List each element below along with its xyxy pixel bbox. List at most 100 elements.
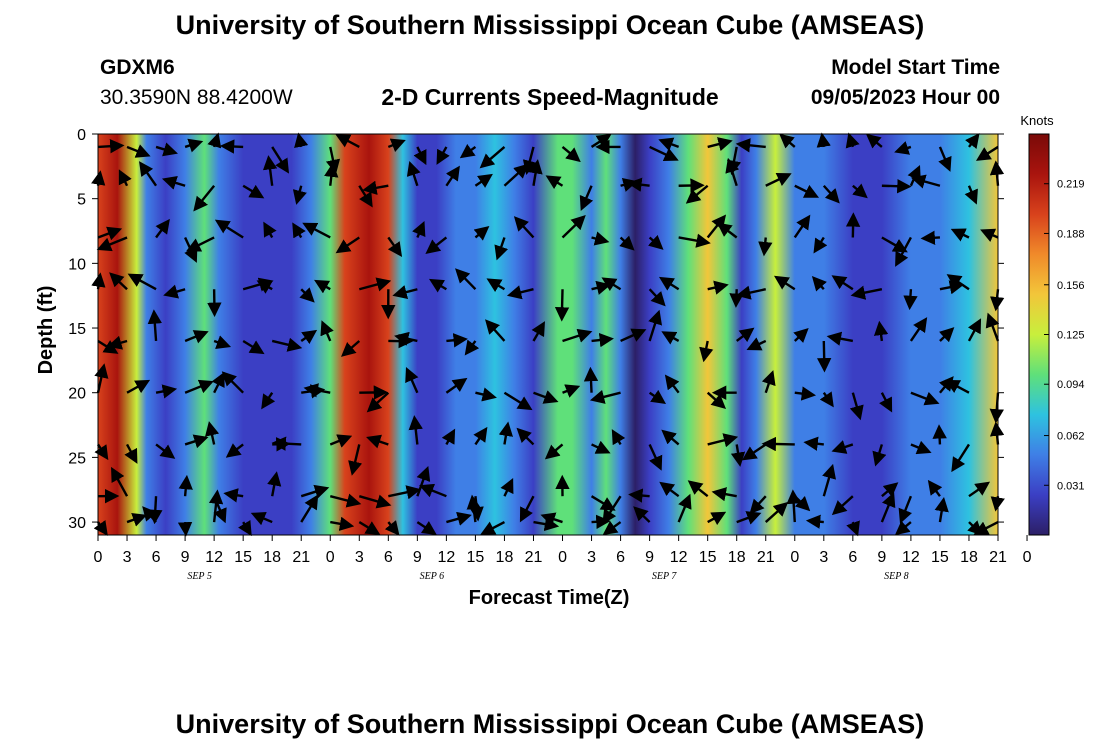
current-vector (816, 132, 831, 148)
current-vector (193, 184, 216, 212)
current-vector (920, 230, 941, 245)
current-vector (879, 392, 893, 413)
current-vector (602, 520, 622, 536)
current-vector (126, 512, 148, 527)
y-tick-label: 20 (68, 386, 86, 403)
current-vector (271, 337, 303, 352)
current-vector (711, 487, 737, 502)
current-vector (142, 506, 158, 523)
current-vector (707, 280, 729, 295)
current-vector (746, 337, 767, 351)
current-vector (500, 478, 514, 497)
current-vector (494, 237, 509, 261)
current-vector (387, 236, 403, 257)
x-tick-label: 12 (205, 549, 223, 566)
current-vector (583, 366, 599, 393)
current-vector (392, 285, 418, 300)
current-vector (898, 495, 913, 524)
current-vector (324, 162, 339, 186)
x-tick-label: 3 (587, 549, 596, 566)
model-start-value: 09/05/2023 Hour 00 (810, 86, 1000, 109)
current-vector (880, 492, 896, 523)
x-tick-label: 18 (728, 549, 746, 566)
current-vector (894, 520, 912, 536)
current-vector (590, 495, 616, 511)
current-vector (736, 511, 762, 525)
colorbar-tick-label: 0.156 (1057, 280, 1085, 292)
current-vector (330, 516, 355, 531)
current-vector (384, 520, 400, 536)
current-vector (951, 443, 970, 473)
current-vector (794, 184, 820, 198)
current-vector (561, 146, 581, 163)
y-tick-label: 10 (68, 256, 86, 273)
current-vector (155, 142, 178, 157)
current-vector (591, 332, 614, 348)
current-vector (126, 379, 151, 394)
current-vector (647, 234, 664, 250)
current-vector (335, 236, 360, 254)
current-vector (619, 235, 635, 251)
current-vector (685, 184, 709, 204)
current-vector (826, 331, 854, 346)
chart-title: University of Southern Mississippi Ocean… (175, 10, 925, 40)
current-vector (111, 466, 129, 497)
current-vector (528, 159, 543, 186)
current-vector (985, 312, 1000, 342)
current-vector (849, 392, 864, 421)
current-vector (446, 333, 468, 348)
current-vector (589, 389, 621, 404)
current-vector (107, 335, 128, 350)
current-vector (97, 226, 123, 241)
current-vector (620, 328, 647, 343)
current-vector (699, 340, 714, 363)
current-vector (93, 520, 108, 536)
current-vector (965, 133, 980, 149)
current-vector (658, 276, 680, 291)
current-vector (611, 429, 626, 446)
current-vector (207, 132, 222, 149)
plot-area (98, 134, 998, 535)
date-label: SEP 6 (420, 571, 445, 582)
current-vector (94, 363, 109, 393)
current-vector (894, 141, 912, 155)
current-vector (250, 511, 273, 526)
model-start-label: Model Start Time (831, 56, 1000, 79)
current-vector (664, 374, 680, 394)
current-vector (262, 155, 278, 186)
date-label: SEP 8 (884, 571, 909, 582)
current-vector (516, 427, 535, 446)
current-vector (761, 436, 795, 452)
current-vector (302, 222, 331, 239)
current-vector (358, 185, 373, 208)
x-tick-label: 9 (877, 549, 886, 566)
current-vector (803, 436, 824, 451)
current-vector (736, 285, 766, 300)
current-vector (178, 474, 193, 497)
x-tick-label: 15 (234, 549, 252, 566)
current-vector (412, 221, 426, 238)
current-vector (445, 377, 468, 394)
current-vector (208, 489, 224, 523)
x-tick-label: 3 (123, 549, 132, 566)
x-tick-label: 18 (263, 549, 281, 566)
current-vector (633, 506, 651, 523)
current-vector (271, 146, 290, 174)
current-vector (730, 444, 746, 467)
current-vector (822, 184, 840, 204)
station-id: GDXM6 (100, 56, 175, 79)
x-tick-label: 15 (467, 549, 485, 566)
current-vector (161, 175, 186, 190)
x-tick-label: 21 (989, 549, 1007, 566)
current-vector (909, 317, 928, 342)
current-vector (335, 134, 360, 148)
current-vector (661, 331, 680, 345)
current-vector (387, 138, 406, 153)
current-vector (211, 371, 225, 394)
current-vector (475, 387, 497, 402)
x-tick-label: 3 (355, 549, 364, 566)
current-vector (910, 174, 941, 189)
x-tick-label: 9 (181, 549, 190, 566)
current-vector (441, 428, 456, 446)
current-vector (358, 494, 392, 509)
